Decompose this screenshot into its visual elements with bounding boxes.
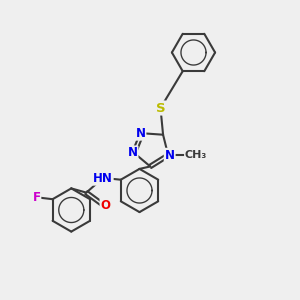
Text: N: N [136, 127, 146, 140]
Text: HN: HN [93, 172, 113, 185]
Text: O: O [100, 199, 110, 212]
Text: F: F [32, 191, 40, 204]
Text: N: N [128, 146, 137, 159]
Text: CH₃: CH₃ [185, 150, 207, 160]
Text: S: S [156, 101, 165, 115]
Text: N: N [165, 149, 175, 162]
